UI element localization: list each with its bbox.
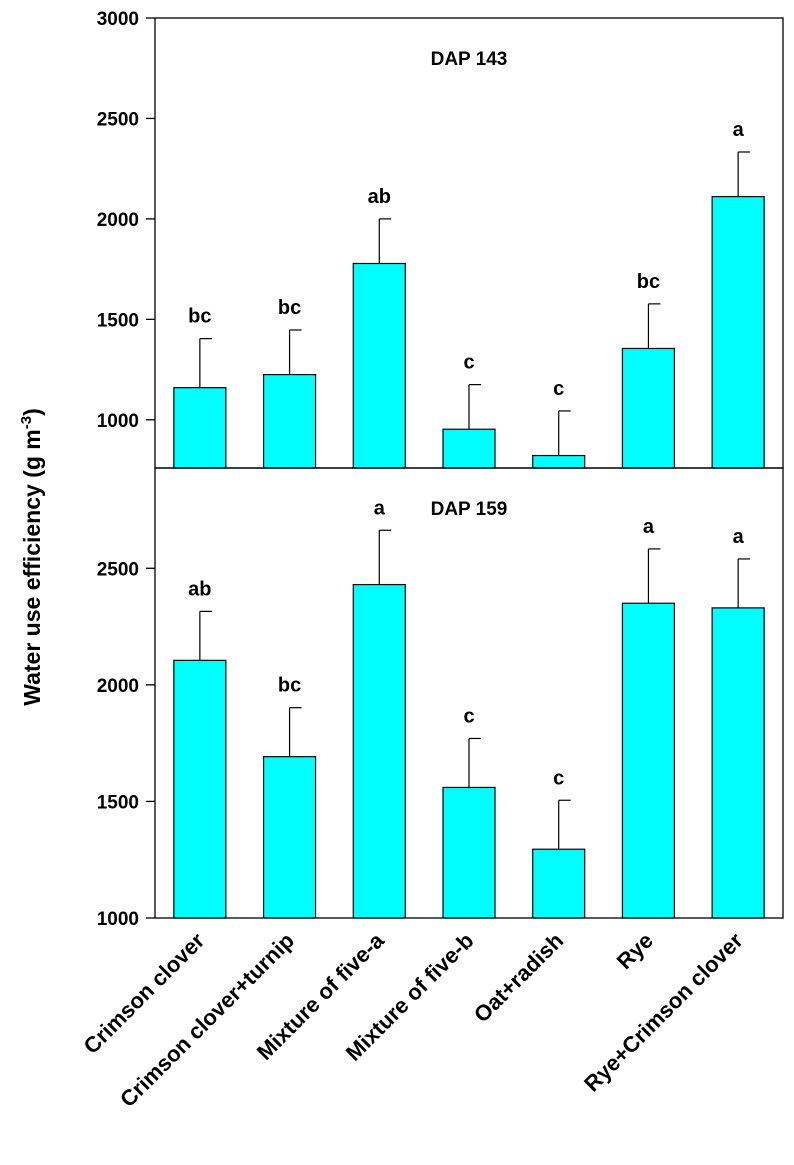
y-tick-label: 1000 (97, 909, 139, 930)
y-tick-label: 2500 (97, 109, 139, 130)
significance-label: bc (278, 675, 301, 697)
significance-label: c (463, 705, 474, 727)
significance-label: a (733, 526, 745, 548)
x-category-label: Crimson clover+turnip (115, 928, 299, 1112)
significance-label: bc (278, 297, 301, 319)
x-category-label: Oat+radish (469, 928, 568, 1027)
y-tick-label: 3000 (97, 9, 139, 30)
panel-title: DAP 143 (431, 49, 508, 70)
panel-1: DAP 143 1000 1500 2000 2500 3000 bc bc ab c c bc a (97, 9, 784, 469)
y-tick-label: 1000 (97, 411, 139, 432)
significance-label: a (643, 516, 655, 538)
y-tick-label: 2000 (97, 676, 139, 697)
bar-rye-crimson-clover (711, 195, 765, 469)
significance-label: c (553, 378, 564, 400)
bar-mixture-of-five-b (442, 786, 496, 919)
panel-title: DAP 159 (431, 499, 508, 520)
y-tick-label: 1500 (97, 792, 139, 813)
bar-mixture-of-five-b (442, 428, 496, 469)
bar-crimson-clover-turnip (262, 756, 317, 919)
x-category-label: Rye (612, 928, 658, 974)
bar-crimson-clover (173, 387, 227, 469)
y-tick-label: 2000 (97, 210, 139, 231)
bar-oat-radish (532, 848, 586, 919)
panel-2: DAP 159 1000 1500 2000 2500 ab bc a c c a a (97, 467, 784, 930)
bar-crimson-clover-turnip (262, 373, 317, 469)
significance-label: ab (188, 578, 211, 600)
y-tick-label: 1500 (97, 310, 139, 331)
significance-label: a (733, 119, 745, 141)
y-tick-label: 2500 (97, 559, 139, 580)
bar-rye (621, 347, 676, 469)
significance-label: a (374, 497, 386, 519)
significance-label: bc (188, 306, 211, 328)
bar-rye (621, 602, 676, 919)
significance-label: c (463, 352, 474, 374)
x-category-label: Rye+Crimson clover (579, 928, 748, 1097)
y-axis-title: Water use efficiency (g m-3) (18, 408, 45, 706)
bar-rye-crimson-clover (711, 607, 765, 919)
significance-label: bc (637, 271, 660, 293)
bar-oat-radish (532, 454, 586, 469)
bar-mixture-of-five-a (352, 262, 406, 469)
bar-mixture-of-five-a (352, 583, 406, 919)
significance-label: ab (368, 186, 391, 208)
significance-label: c (553, 767, 564, 789)
bar-crimson-clover (173, 659, 227, 919)
